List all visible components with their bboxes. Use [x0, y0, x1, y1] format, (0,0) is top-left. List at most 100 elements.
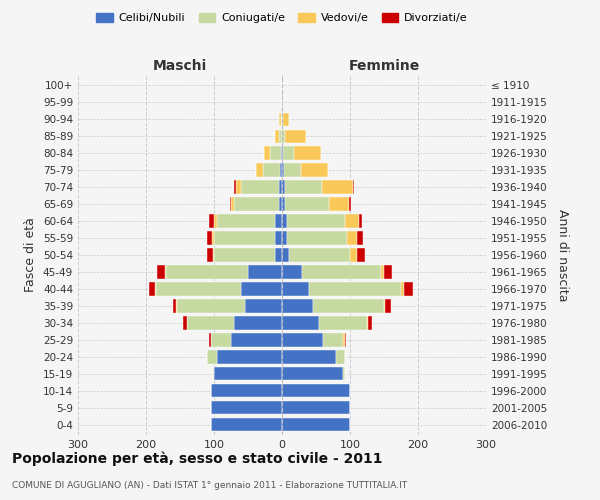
Bar	[282, 334, 323, 346]
Bar	[214, 367, 282, 380]
Bar	[271, 146, 281, 160]
Bar	[211, 384, 282, 398]
Bar	[187, 316, 235, 330]
Bar	[211, 401, 282, 414]
Bar	[282, 232, 287, 244]
Bar	[207, 248, 212, 262]
Bar	[343, 367, 344, 380]
Bar	[282, 418, 350, 432]
Bar	[278, 180, 282, 194]
Bar	[359, 214, 362, 228]
Bar	[212, 232, 214, 244]
Bar	[282, 164, 284, 176]
Bar	[176, 300, 245, 312]
Y-axis label: Anni di nascita: Anni di nascita	[556, 209, 569, 301]
Bar	[282, 316, 319, 330]
Bar	[281, 112, 282, 126]
Bar	[173, 300, 176, 312]
Bar	[302, 266, 380, 278]
Bar	[280, 164, 282, 176]
Bar	[282, 146, 283, 160]
Bar	[231, 198, 235, 210]
Bar	[384, 300, 385, 312]
Bar	[345, 214, 359, 228]
Bar	[287, 214, 345, 228]
Bar	[214, 248, 275, 262]
Bar	[301, 164, 328, 176]
Legend: Celibi/Nubili, Coniugati/e, Vedovi/e, Divorziati/e: Celibi/Nubili, Coniugati/e, Vedovi/e, Di…	[92, 8, 472, 28]
Bar	[155, 282, 156, 296]
Bar	[350, 248, 357, 262]
Bar	[401, 282, 404, 296]
Bar	[404, 282, 413, 296]
Text: Maschi: Maschi	[153, 60, 207, 74]
Text: COMUNE DI AGUGLIANO (AN) - Dati ISTAT 1° gennaio 2011 - Elaborazione TUTTITALIA.: COMUNE DI AGUGLIANO (AN) - Dati ISTAT 1°…	[12, 480, 407, 490]
Bar	[349, 198, 350, 210]
Bar	[207, 350, 217, 364]
Bar	[275, 214, 282, 228]
Bar	[209, 334, 211, 346]
Bar	[358, 232, 363, 244]
Bar	[211, 418, 282, 432]
Bar	[287, 232, 347, 244]
Bar	[275, 248, 282, 262]
Bar	[282, 180, 285, 194]
Bar	[385, 300, 391, 312]
Bar	[283, 112, 289, 126]
Bar	[282, 198, 285, 210]
Bar	[157, 266, 165, 278]
Bar	[236, 180, 241, 194]
Bar	[263, 164, 280, 176]
Bar	[278, 198, 282, 210]
Bar	[282, 282, 309, 296]
Bar	[329, 198, 349, 210]
Bar	[322, 180, 353, 194]
Bar	[241, 180, 278, 194]
Bar	[230, 198, 231, 210]
Bar	[357, 248, 365, 262]
Bar	[384, 266, 392, 278]
Bar	[231, 334, 282, 346]
Bar	[275, 232, 282, 244]
Bar	[347, 232, 358, 244]
Bar	[286, 130, 306, 143]
Bar	[282, 266, 302, 278]
Bar	[217, 214, 275, 228]
Bar	[235, 180, 236, 194]
Bar	[281, 146, 282, 160]
Bar	[279, 112, 281, 126]
Bar	[319, 316, 367, 330]
Bar	[285, 180, 322, 194]
Bar	[343, 334, 344, 346]
Bar	[282, 384, 350, 398]
Bar	[282, 401, 350, 414]
Bar	[309, 282, 401, 296]
Bar	[235, 316, 282, 330]
Bar	[282, 112, 283, 126]
Bar	[323, 334, 343, 346]
Bar	[211, 334, 231, 346]
Bar	[282, 130, 286, 143]
Bar	[184, 316, 187, 330]
Text: Popolazione per età, sesso e stato civile - 2011: Popolazione per età, sesso e stato civil…	[12, 451, 383, 466]
Bar	[313, 300, 384, 312]
Bar	[282, 300, 313, 312]
Bar	[289, 248, 350, 262]
Bar	[368, 316, 372, 330]
Text: Femmine: Femmine	[349, 60, 419, 74]
Bar	[245, 300, 282, 312]
Bar	[217, 350, 282, 364]
Bar	[212, 248, 214, 262]
Bar	[285, 198, 329, 210]
Bar	[214, 232, 275, 244]
Bar	[282, 248, 289, 262]
Bar	[282, 367, 343, 380]
Bar	[337, 350, 344, 364]
Bar	[214, 214, 217, 228]
Bar	[275, 130, 278, 143]
Bar	[212, 367, 214, 380]
Bar	[248, 266, 282, 278]
Bar	[278, 130, 282, 143]
Bar	[235, 198, 278, 210]
Bar	[293, 146, 321, 160]
